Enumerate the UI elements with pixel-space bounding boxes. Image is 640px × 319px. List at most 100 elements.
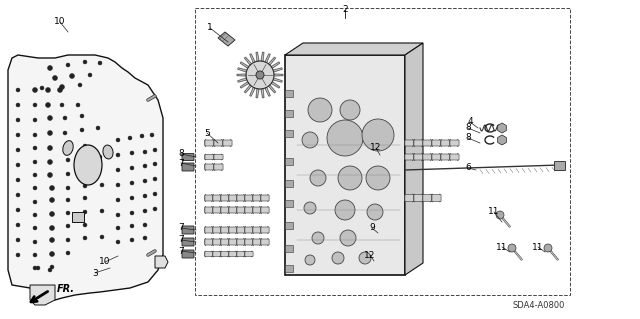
Circle shape [100,183,104,187]
Circle shape [83,236,87,240]
Circle shape [49,238,54,242]
Polygon shape [240,82,249,88]
Ellipse shape [260,239,262,246]
Polygon shape [244,85,252,93]
FancyBboxPatch shape [205,227,213,233]
Ellipse shape [259,206,260,213]
Ellipse shape [205,195,206,202]
FancyBboxPatch shape [182,153,194,160]
Circle shape [66,186,70,190]
Ellipse shape [253,206,254,213]
Ellipse shape [429,153,431,160]
Ellipse shape [235,195,237,202]
Ellipse shape [212,195,214,202]
Circle shape [80,128,84,132]
FancyBboxPatch shape [245,227,253,233]
Ellipse shape [440,153,442,160]
Ellipse shape [212,154,214,160]
Circle shape [33,253,37,257]
Text: 5: 5 [204,129,210,137]
Bar [285,90,293,97]
Circle shape [50,265,54,269]
Circle shape [78,83,82,87]
FancyBboxPatch shape [432,140,441,146]
Bar [285,180,293,187]
Circle shape [508,244,516,252]
Circle shape [48,268,52,272]
Circle shape [33,87,38,93]
Circle shape [143,150,147,154]
Circle shape [143,164,147,168]
Bar [285,200,293,207]
Polygon shape [30,285,55,305]
Polygon shape [261,52,264,61]
Ellipse shape [211,195,212,202]
Circle shape [16,88,20,92]
Circle shape [47,130,52,136]
Polygon shape [271,62,280,68]
Ellipse shape [429,139,431,146]
FancyBboxPatch shape [221,207,229,213]
FancyBboxPatch shape [229,207,237,213]
Circle shape [66,146,70,150]
Ellipse shape [260,195,262,202]
Circle shape [332,252,344,264]
Circle shape [83,170,87,174]
FancyBboxPatch shape [237,227,245,233]
Circle shape [47,115,52,121]
Ellipse shape [227,195,228,202]
FancyBboxPatch shape [261,227,269,233]
Ellipse shape [212,139,214,146]
Circle shape [16,148,20,152]
Circle shape [327,120,363,156]
Ellipse shape [221,154,223,160]
Polygon shape [265,87,270,96]
Ellipse shape [212,251,214,257]
FancyBboxPatch shape [205,195,213,201]
Circle shape [49,197,54,203]
Circle shape [33,160,37,164]
Circle shape [128,136,132,140]
Ellipse shape [223,139,225,146]
Circle shape [80,114,84,118]
Ellipse shape [212,164,214,170]
Ellipse shape [63,141,73,155]
Circle shape [153,177,157,181]
Circle shape [340,100,360,120]
Circle shape [130,166,134,170]
Text: 3: 3 [92,269,98,278]
Circle shape [70,73,74,78]
Ellipse shape [235,206,237,213]
Circle shape [49,211,54,217]
Circle shape [33,103,37,107]
Circle shape [153,192,157,196]
FancyBboxPatch shape [237,239,245,245]
Circle shape [340,230,356,246]
FancyBboxPatch shape [205,140,214,146]
FancyBboxPatch shape [245,239,253,245]
Circle shape [33,118,37,122]
Ellipse shape [253,239,254,246]
Text: 8: 8 [178,150,184,159]
FancyBboxPatch shape [214,154,223,160]
Ellipse shape [219,239,221,246]
Circle shape [310,170,326,186]
Circle shape [359,252,371,264]
Circle shape [100,209,104,213]
Ellipse shape [205,164,206,170]
Bar [195,8,570,295]
Circle shape [116,226,120,230]
FancyBboxPatch shape [441,154,450,160]
Ellipse shape [253,226,254,234]
Ellipse shape [214,164,215,170]
Ellipse shape [412,139,413,146]
Circle shape [153,162,157,166]
Circle shape [83,184,87,188]
Ellipse shape [205,139,206,146]
Circle shape [143,223,147,227]
Circle shape [47,173,52,177]
FancyBboxPatch shape [205,154,214,160]
Circle shape [58,87,63,93]
Ellipse shape [221,239,222,246]
Ellipse shape [420,153,422,160]
